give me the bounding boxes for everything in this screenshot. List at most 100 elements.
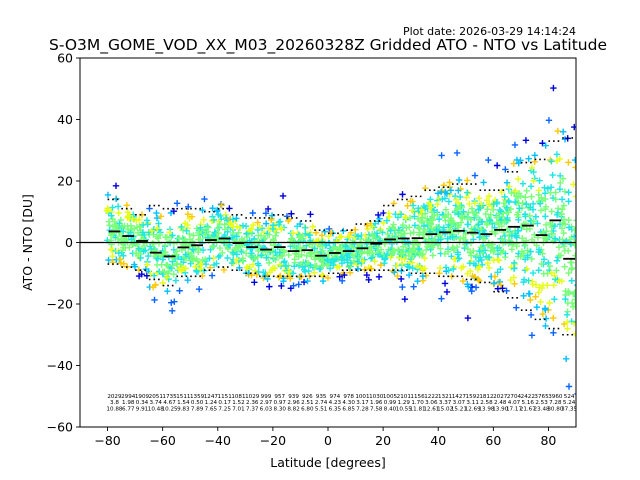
scatter-point [248, 249, 255, 257]
scatter-point [526, 225, 534, 233]
scatter-point [498, 188, 505, 196]
scatter-point [526, 290, 533, 297]
scatter-point [562, 355, 570, 363]
bin-stat-value: 0.34 [136, 400, 149, 406]
scatter-point [457, 235, 464, 242]
scatter-point [189, 245, 196, 253]
scatter-point [455, 255, 463, 262]
scatter-point [154, 235, 162, 242]
scatter-point [117, 259, 125, 267]
scatter-point [511, 141, 519, 149]
scatter-point [380, 219, 387, 227]
scatter-point [535, 289, 542, 296]
bin-stat-value: 926 [302, 394, 313, 400]
scatter-point [105, 256, 112, 264]
scatter-point [513, 193, 520, 200]
scatter-point [558, 225, 566, 232]
scatter-point [556, 277, 563, 285]
scatter-point [543, 228, 550, 235]
scatter-point [550, 329, 557, 337]
scatter-point [387, 254, 394, 261]
bin-stat-value: 9.83 [177, 407, 190, 413]
scatter-point [532, 281, 540, 289]
scatter-point [559, 175, 567, 182]
scatter-point [409, 265, 416, 272]
bin-stat-value: 2.48 [494, 400, 507, 406]
scatter-point [527, 183, 535, 190]
scatter-point [333, 238, 340, 245]
bin-stat-value: 1321 [438, 394, 453, 400]
scatter-point [311, 269, 318, 276]
scatter-point [355, 255, 362, 262]
x-tick-label: 40 [430, 433, 446, 448]
scatter-point [511, 198, 519, 206]
scatter-point [427, 204, 435, 211]
bin-stat-value: 10.88 [106, 407, 122, 413]
scatter-point [455, 187, 462, 194]
scatter-point [490, 206, 497, 214]
scatter-point [375, 273, 383, 280]
scatter-point [476, 254, 484, 261]
scatter-point [559, 206, 566, 213]
bin-stat-value: 7.37 [246, 407, 259, 413]
scatter-point [340, 256, 348, 263]
scatter-point [500, 199, 507, 207]
scatter-point [233, 233, 241, 240]
scatter-point [516, 205, 523, 212]
scatter-point [248, 272, 255, 279]
scatter-point [354, 233, 362, 240]
bin-stat-value: 0.50 [191, 400, 204, 406]
scatter-point [519, 199, 526, 207]
scatter-point [154, 255, 162, 262]
scatter-point [459, 277, 467, 285]
bin-stat-value: 1222 [424, 394, 438, 400]
scatter-point [505, 197, 512, 205]
scatter-point [441, 214, 449, 221]
scatter-point [547, 184, 555, 191]
scatter-point [421, 210, 429, 217]
scatter-point [553, 257, 561, 264]
scatter-point [495, 220, 502, 228]
scatter-point [375, 218, 382, 225]
scatter-point [233, 223, 241, 230]
scatter-point [219, 249, 226, 257]
scatter-point [556, 185, 564, 193]
bin-stat-value: 6.77 [122, 407, 135, 413]
scatter-point [471, 172, 479, 179]
scatter-point [263, 254, 270, 261]
bin-stats-table: 2029 2994 1909 2051 1735 1511 1359 1247 1151 1081… [106, 394, 577, 413]
scatter-point [381, 259, 388, 267]
scatter-point [202, 256, 209, 263]
scatter-point [560, 229, 567, 237]
scatter-point [147, 270, 154, 278]
scatter-point [234, 243, 242, 250]
scatter-point [276, 218, 284, 225]
scatter-point [104, 191, 112, 199]
scatter-point [209, 205, 216, 212]
scatter-point [464, 214, 471, 222]
bin-stat-value: 1909 [135, 394, 150, 400]
scatter-point [561, 188, 569, 195]
bin-stat-value: 1029 [245, 394, 260, 400]
scatter-point [249, 221, 257, 229]
scatter-point [503, 287, 510, 295]
scatter-point [195, 229, 202, 237]
bin-stat-value: 957 [274, 394, 285, 400]
scatter-point [173, 200, 181, 207]
bin-stat-value: 1.24 [205, 400, 218, 406]
scatter-point [383, 217, 391, 224]
scatter-point [450, 247, 458, 254]
scatter-point [260, 229, 268, 236]
scatter-point [568, 277, 575, 284]
scatter-point [436, 264, 444, 272]
scatter-point [565, 247, 572, 255]
scatter-point [416, 251, 423, 259]
scatter-point [472, 284, 480, 291]
scatter-point [148, 227, 155, 234]
scatter-point [266, 283, 273, 290]
scatter-point [522, 137, 530, 144]
scatter-point [522, 194, 529, 201]
bin-stat-value: 2.96 [287, 400, 300, 406]
bin-stat-value: 15.02 [437, 407, 453, 413]
